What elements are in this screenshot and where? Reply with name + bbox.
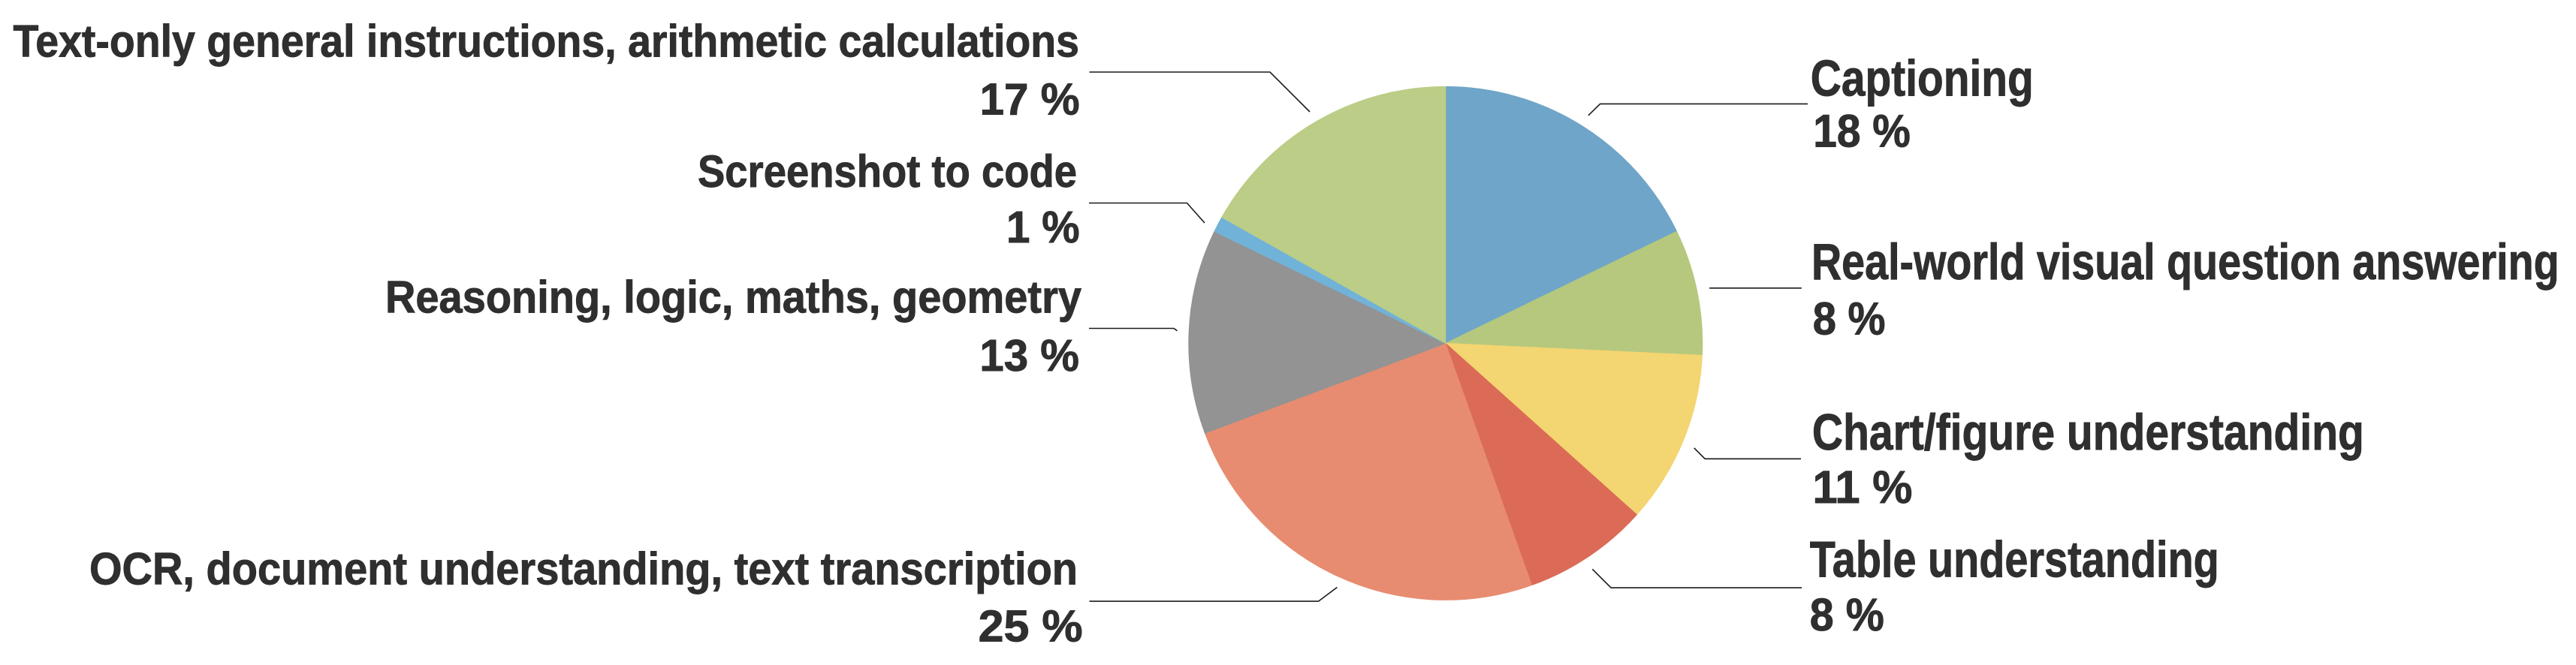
svg-text:Screenshot to code: Screenshot to code [698,146,1077,197]
svg-text:8 %: 8 % [1810,589,1884,640]
svg-text:1 %: 1 % [1006,203,1080,252]
svg-text:25 %: 25 % [979,601,1083,651]
svg-text:Table understanding: Table understanding [1810,531,2219,588]
svg-text:13 %: 13 % [979,331,1079,381]
svg-text:Chart/figure understanding: Chart/figure understanding [1812,404,2364,461]
svg-text:18 %: 18 % [1813,105,1911,156]
svg-text:17 %: 17 % [980,75,1080,125]
svg-text:8 %: 8 % [1813,293,1886,345]
svg-text:Real-world visual question ans: Real-world visual question answering [1811,233,2559,290]
svg-text:Reasoning, logic, maths, geome: Reasoning, logic, maths, geometry [385,271,1081,322]
svg-text:11 %: 11 % [1813,462,1913,513]
svg-text:Text-only general instructions: Text-only general instructions, arithmet… [14,16,1080,67]
svg-text:OCR, document understanding, t: OCR, document understanding, text transc… [89,543,1078,594]
svg-text:Captioning: Captioning [1811,50,2034,107]
